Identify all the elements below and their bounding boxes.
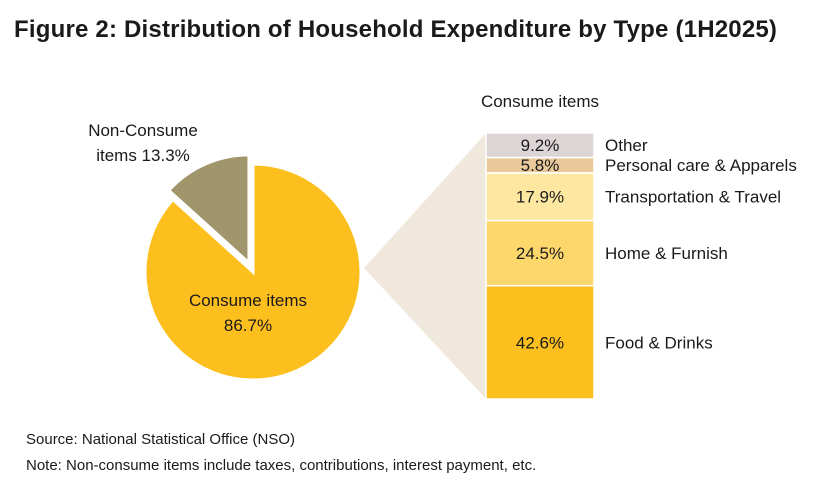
bar-segment-food-drinks bbox=[485, 284, 595, 400]
bar-label-personal-care-apparels: Personal care & Apparels bbox=[605, 156, 797, 175]
footnote: Note: Non-consume items include taxes, c… bbox=[26, 457, 537, 474]
bar-value-other: 9.2% bbox=[521, 136, 560, 155]
pie-label-consume-items: Consume items 86.7% bbox=[189, 291, 307, 335]
pie-slice-consume-items bbox=[143, 162, 363, 382]
pie-chart: Consume items 86.7% Non-Consume items 13.3% bbox=[88, 121, 363, 382]
bar-chart-title: Consume items bbox=[481, 92, 599, 111]
bar-value-home-furnish: 24.5% bbox=[516, 244, 564, 263]
bar-segment-home-furnish bbox=[485, 219, 595, 287]
bar-label-other: Other bbox=[605, 136, 648, 155]
bar-value-personal-care-apparels: 5.8% bbox=[521, 156, 560, 175]
figure-title: Figure 2: Distribution of Household Expe… bbox=[14, 16, 778, 43]
bar-label-home-furnish: Home & Furnish bbox=[605, 244, 728, 263]
bar-segment-other bbox=[485, 132, 595, 159]
source-note: Source: National Statistical Office (NSO… bbox=[26, 431, 295, 448]
pie-label-non-consume-items: Non-Consume items 13.3% bbox=[88, 121, 198, 165]
bar-label-food-drinks: Food & Drinks bbox=[605, 333, 713, 352]
bar-value-transportation-travel: 17.9% bbox=[516, 188, 564, 207]
pie-slice-non-consume-items bbox=[166, 153, 251, 267]
bar-segment-transportation-travel bbox=[485, 172, 595, 222]
stacked-bar-chart: 42.6% Food & Drinks 24.5% Home & Furnish 17.… bbox=[485, 132, 797, 400]
bar-value-food-drinks: 42.6% bbox=[516, 333, 564, 352]
bar-label-transportation-travel: Transportation & Travel bbox=[605, 188, 781, 207]
pie-to-bar-connector bbox=[364, 133, 486, 399]
